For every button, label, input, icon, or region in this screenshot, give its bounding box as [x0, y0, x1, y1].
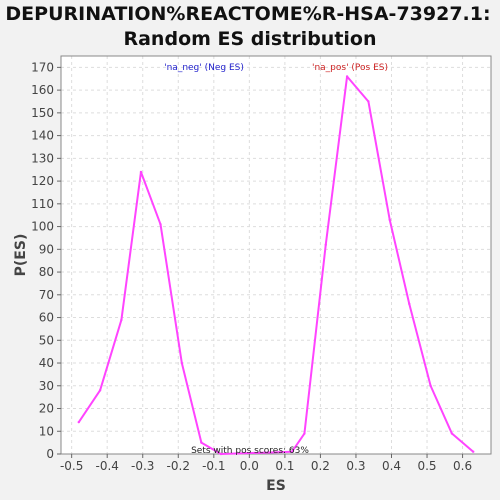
series-point [98, 389, 102, 392]
y-tick-label: 0 [46, 447, 54, 461]
y-tick-label: 30 [39, 379, 54, 393]
x-tick-label: -0.1 [202, 459, 225, 473]
series-point [324, 243, 327, 246]
x-tick-label: 0.0 [240, 459, 259, 473]
series-point [388, 218, 391, 221]
chart-title-line-2: Random ES distribution [123, 28, 376, 50]
axis-ticks: 0 10 20 30 40 50 60 70 80 90 100 110 120 130 140 150 160… [31, 60, 472, 473]
y-tick-label: 140 [31, 129, 54, 143]
series-point [200, 441, 203, 444]
series-point [219, 452, 223, 456]
series-point [290, 450, 294, 453]
legend-pos-label: 'na_pos' (Pos ES) [312, 63, 388, 73]
series-point [367, 100, 370, 103]
series-point [120, 318, 123, 322]
y-tick-label: 60 [39, 311, 54, 325]
x-tick-label: -0.3 [131, 459, 154, 473]
y-tick-label: 90 [39, 242, 54, 256]
series-point [472, 450, 475, 453]
y-tick-label: 10 [39, 424, 54, 438]
y-axis-label: P(ES) [13, 234, 29, 277]
x-tick-label: 0.1 [275, 459, 294, 473]
series-point [139, 170, 143, 174]
y-tick-label: 70 [39, 288, 54, 302]
y-tick-label: 20 [39, 402, 54, 416]
grid-lines [61, 56, 491, 455]
series-point [408, 302, 411, 306]
x-tick-label: -0.5 [60, 459, 83, 473]
y-tick-label: 100 [31, 220, 54, 234]
y-tick-label: 160 [31, 83, 54, 97]
y-tick-label: 50 [39, 333, 54, 347]
x-tick-label: 0.4 [382, 459, 401, 473]
legend-neg-label: 'na_neg' (Neg ES) [164, 63, 244, 73]
chart-title-line-1: DEPURINATION%REACTOME%R-HSA-73927.1: [5, 3, 490, 25]
y-tick-label: 130 [31, 151, 54, 165]
series-point [429, 384, 432, 387]
x-tick-label: 0.2 [311, 459, 330, 473]
x-tick-label: -0.4 [95, 459, 118, 473]
y-tick-label: 120 [31, 174, 54, 188]
x-axis-label: ES [266, 478, 286, 494]
plot-area [61, 56, 491, 454]
y-tick-label: 150 [31, 106, 54, 120]
x-tick-label: 0.6 [453, 459, 472, 473]
y-tick-label: 40 [39, 356, 54, 370]
series-point [77, 420, 80, 424]
series-line [77, 75, 474, 455]
series-point [450, 432, 454, 435]
series-point [180, 361, 184, 365]
y-tick-label: 110 [31, 197, 54, 211]
x-tick-label: 0.5 [417, 459, 436, 473]
y-tick-label: 170 [31, 60, 54, 74]
x-tick-label: 0.3 [346, 459, 365, 473]
series-point [159, 223, 162, 226]
y-tick-label: 80 [39, 265, 54, 279]
series-layer [77, 75, 475, 456]
series-point [303, 432, 306, 435]
pos-score-annotation: Sets with pos scores: 63% [191, 446, 309, 456]
plot-frame [60, 55, 492, 455]
series-point [345, 75, 349, 78]
x-tick-label: -0.2 [167, 459, 190, 473]
